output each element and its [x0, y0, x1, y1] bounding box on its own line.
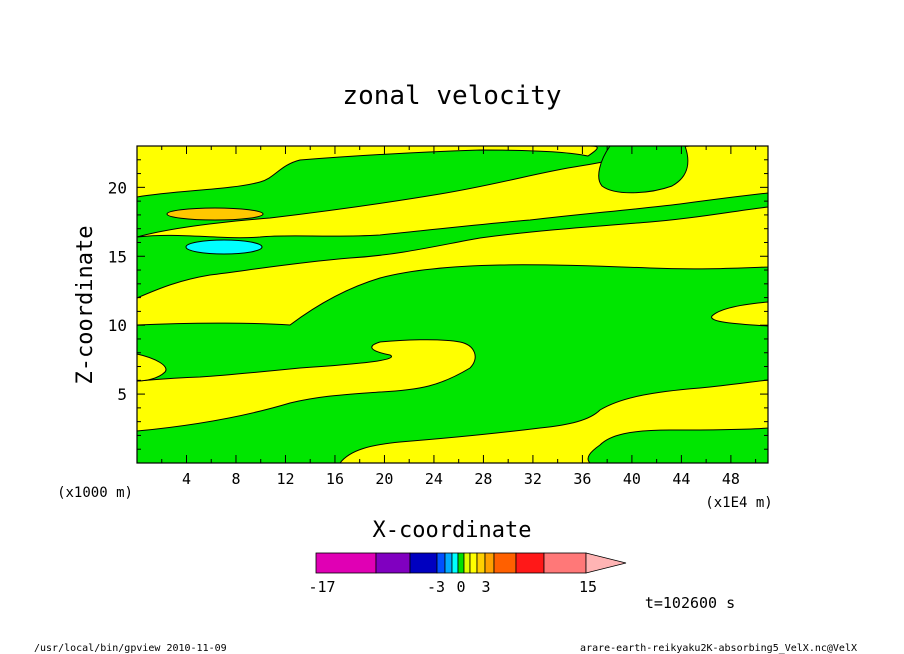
colorbar-label: 0 — [456, 578, 465, 596]
contour-band-bottom-left — [136, 339, 476, 432]
x-axis-title: X-coordinate — [373, 518, 532, 543]
colorbar-labels: -17 -3 0 3 15 — [308, 578, 597, 596]
contour-band-left-bump — [136, 353, 167, 382]
plot-area — [136, 145, 769, 464]
plot-frame — [136, 145, 769, 464]
colorbar-label: 3 — [481, 578, 490, 596]
colorbar-segment — [515, 552, 545, 574]
x-tick-label: 20 — [375, 470, 393, 488]
contour-band-middle-right-lobe — [711, 301, 769, 327]
x-unit-label: (x1E4 m) — [705, 495, 772, 511]
colorbar-segment — [436, 552, 446, 574]
y-axis-ticks: 5 10 15 20 — [108, 159, 768, 450]
contour-cell-orange — [166, 207, 264, 221]
colorbar-segment — [457, 552, 465, 574]
contour-cell-cyan — [185, 239, 263, 255]
colorbar-segment — [476, 552, 486, 574]
x-tick-label: 28 — [474, 470, 492, 488]
x-tick-label: 40 — [623, 470, 641, 488]
contour-band-top — [136, 145, 598, 198]
colorbar-label: -17 — [308, 578, 335, 596]
colorbar-segment — [463, 552, 471, 574]
x-tick-label: 24 — [425, 470, 443, 488]
colorbar-segment — [451, 552, 459, 574]
colorbar-segment — [469, 552, 478, 574]
colorbar-segment — [484, 552, 495, 574]
x-tick-label: 16 — [326, 470, 344, 488]
colorbar-label: -3 — [427, 578, 445, 596]
y-unit-label: (x1000 m) — [57, 485, 133, 501]
x-tick-label: 48 — [722, 470, 740, 488]
x-tick-label: 44 — [672, 470, 690, 488]
chart-title: zonal velocity — [342, 81, 561, 111]
colorbar-segment — [543, 552, 587, 574]
x-tick-label: 8 — [231, 470, 240, 488]
x-tick-label: 36 — [573, 470, 591, 488]
x-tick-label: 12 — [276, 470, 294, 488]
time-label: t=102600 s — [645, 594, 735, 612]
colorbar — [315, 552, 627, 574]
x-axis-ticks: 4 8 12 16 20 24 28 32 36 40 44 48 — [161, 146, 757, 488]
footer-right: arare-earth-reikyaku2K-absorbing5_VelX.n… — [580, 643, 857, 654]
y-tick-label: 15 — [108, 247, 127, 266]
y-tick-label: 5 — [117, 385, 127, 404]
footer-left: /usr/local/bin/gpview 2010-11-09 — [34, 643, 227, 654]
x-tick-label: 4 — [182, 470, 191, 488]
y-tick-label: 10 — [108, 316, 127, 335]
y-axis-title: Z-coordinate — [73, 226, 98, 385]
colorbar-label: 15 — [579, 578, 597, 596]
colorbar-segment — [375, 552, 411, 574]
y-tick-label: 20 — [108, 178, 127, 197]
colorbar-segment — [409, 552, 438, 574]
contour-band-top-right-hole — [598, 145, 689, 194]
contour-band-bottom-right — [338, 379, 769, 464]
colorbar-arrow — [585, 552, 627, 574]
colorbar-segment — [493, 552, 517, 574]
colorbar-segment — [444, 552, 453, 574]
colorbar-segment — [315, 552, 377, 574]
x-tick-label: 32 — [524, 470, 542, 488]
